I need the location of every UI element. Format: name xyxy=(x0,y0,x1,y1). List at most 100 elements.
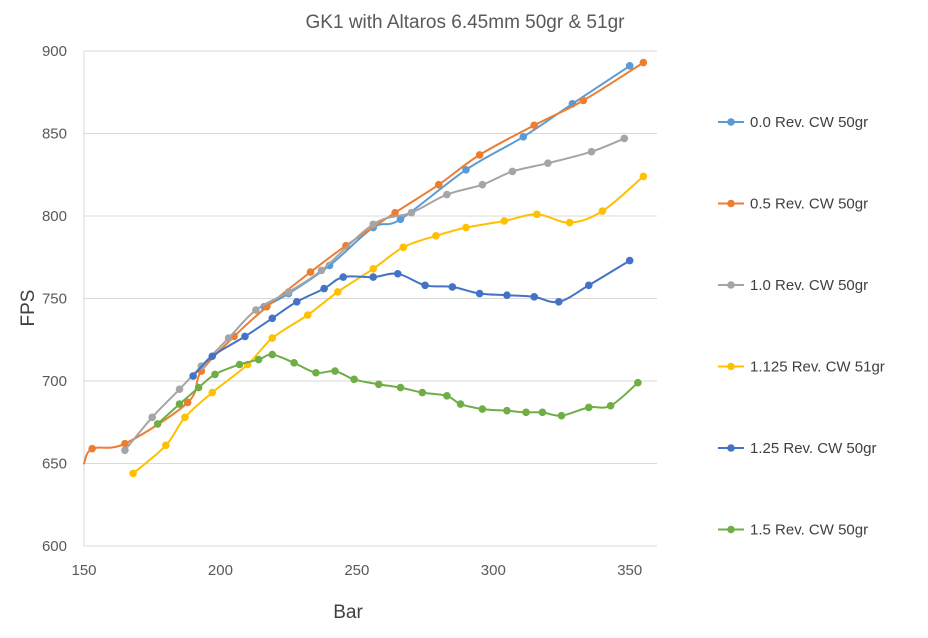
data-point xyxy=(625,256,634,265)
data-point xyxy=(544,159,552,167)
data-point xyxy=(598,207,607,215)
x-tick-label: 200 xyxy=(208,562,233,579)
legend-swatch-marker xyxy=(727,525,735,534)
legend-item: 0.0 Rev. CW 50gr xyxy=(718,114,868,131)
legend-label: 1.0 Rev. CW 50gr xyxy=(750,277,868,294)
legend: 0.0 Rev. CW 50gr 0.5 Rev. CW 50gr 1.0 Rev.… xyxy=(718,114,885,539)
data-point xyxy=(369,273,378,281)
y-tick-label: 700 xyxy=(42,373,67,390)
legend-swatch-marker xyxy=(727,199,735,208)
data-point xyxy=(235,360,244,369)
data-point xyxy=(421,281,429,290)
data-point xyxy=(350,375,358,384)
data-point xyxy=(530,293,539,301)
data-point xyxy=(175,385,184,394)
data-point xyxy=(303,311,312,319)
data-point xyxy=(538,408,547,417)
series-2 xyxy=(83,58,648,465)
data-point xyxy=(183,398,192,407)
x-tick-label: 150 xyxy=(71,562,96,579)
data-point xyxy=(530,121,539,130)
data-point xyxy=(634,378,642,387)
data-point xyxy=(418,388,427,397)
data-point xyxy=(620,134,629,143)
data-point xyxy=(121,439,129,448)
data-point xyxy=(478,180,487,189)
data-point xyxy=(565,218,574,227)
data-point xyxy=(320,284,328,293)
data-point xyxy=(639,58,648,67)
data-point xyxy=(587,147,596,156)
data-point xyxy=(148,413,157,422)
y-tick-label: 800 xyxy=(42,208,67,225)
legend-item: 1.25 Rev. CW 50gr xyxy=(718,440,876,457)
data-point xyxy=(639,172,648,181)
data-point xyxy=(268,350,277,359)
data-point xyxy=(584,281,593,290)
x-axis-title: Bar xyxy=(333,602,363,623)
series-layer xyxy=(83,58,648,478)
data-point xyxy=(396,215,405,224)
data-point xyxy=(374,380,383,389)
data-point xyxy=(557,411,566,420)
data-point xyxy=(579,96,588,105)
data-point xyxy=(369,265,378,273)
legend-label: 1.125 Rev. CW 51gr xyxy=(750,359,885,376)
data-point xyxy=(331,367,339,375)
data-point xyxy=(162,441,170,450)
data-point xyxy=(194,383,203,392)
data-point xyxy=(241,332,249,341)
data-point xyxy=(462,223,470,232)
data-point xyxy=(306,268,315,276)
data-point xyxy=(181,413,189,422)
data-point xyxy=(175,400,184,408)
data-point xyxy=(293,298,301,306)
data-point xyxy=(189,372,197,380)
legend-label: 1.5 Rev. CW 50gr xyxy=(750,522,868,539)
data-point xyxy=(625,62,634,70)
gridlines xyxy=(84,50,657,547)
legend-swatch-marker xyxy=(727,362,735,371)
legend-label: 1.25 Rev. CW 50gr xyxy=(750,440,876,457)
data-point xyxy=(500,217,509,225)
data-point xyxy=(393,269,402,278)
y-tick-label: 600 xyxy=(42,538,67,555)
data-point xyxy=(369,220,378,229)
series-line xyxy=(83,61,645,465)
data-point xyxy=(312,368,320,377)
data-point xyxy=(268,314,277,323)
data-point xyxy=(448,283,457,291)
legend-swatch-marker xyxy=(727,444,735,452)
data-point xyxy=(208,388,217,397)
data-point xyxy=(224,334,233,342)
legend-label: 0.0 Rev. CW 50gr xyxy=(750,114,868,131)
data-point xyxy=(584,403,593,412)
data-point xyxy=(317,266,326,275)
data-point xyxy=(508,167,517,176)
data-point xyxy=(434,180,443,189)
series-4 xyxy=(129,172,648,478)
data-point xyxy=(443,190,451,199)
data-point xyxy=(284,288,293,296)
data-point xyxy=(391,208,399,217)
x-tick-label: 350 xyxy=(617,562,642,579)
data-point xyxy=(211,370,219,379)
axes: 600 650 700 750 800 850 900 150 200 250 300 350 xyxy=(42,43,657,579)
data-point xyxy=(522,408,530,417)
y-tick-label: 750 xyxy=(42,291,67,308)
series-5 xyxy=(189,256,634,380)
y-tick-label: 850 xyxy=(42,126,67,143)
data-point xyxy=(396,383,405,392)
legend-item: 1.125 Rev. CW 51gr xyxy=(718,359,885,376)
data-point xyxy=(88,444,96,453)
data-point xyxy=(503,406,511,415)
chart-title: GK1 with Altaros 6.45mm 50gr & 51gr xyxy=(306,12,626,33)
legend-swatch-marker xyxy=(727,118,735,126)
legend-item: 0.5 Rev. CW 50gr xyxy=(718,196,868,213)
x-tick-label: 250 xyxy=(344,562,369,579)
data-point xyxy=(407,208,416,217)
data-point xyxy=(254,355,263,364)
data-point xyxy=(443,392,451,400)
data-point xyxy=(475,151,484,159)
